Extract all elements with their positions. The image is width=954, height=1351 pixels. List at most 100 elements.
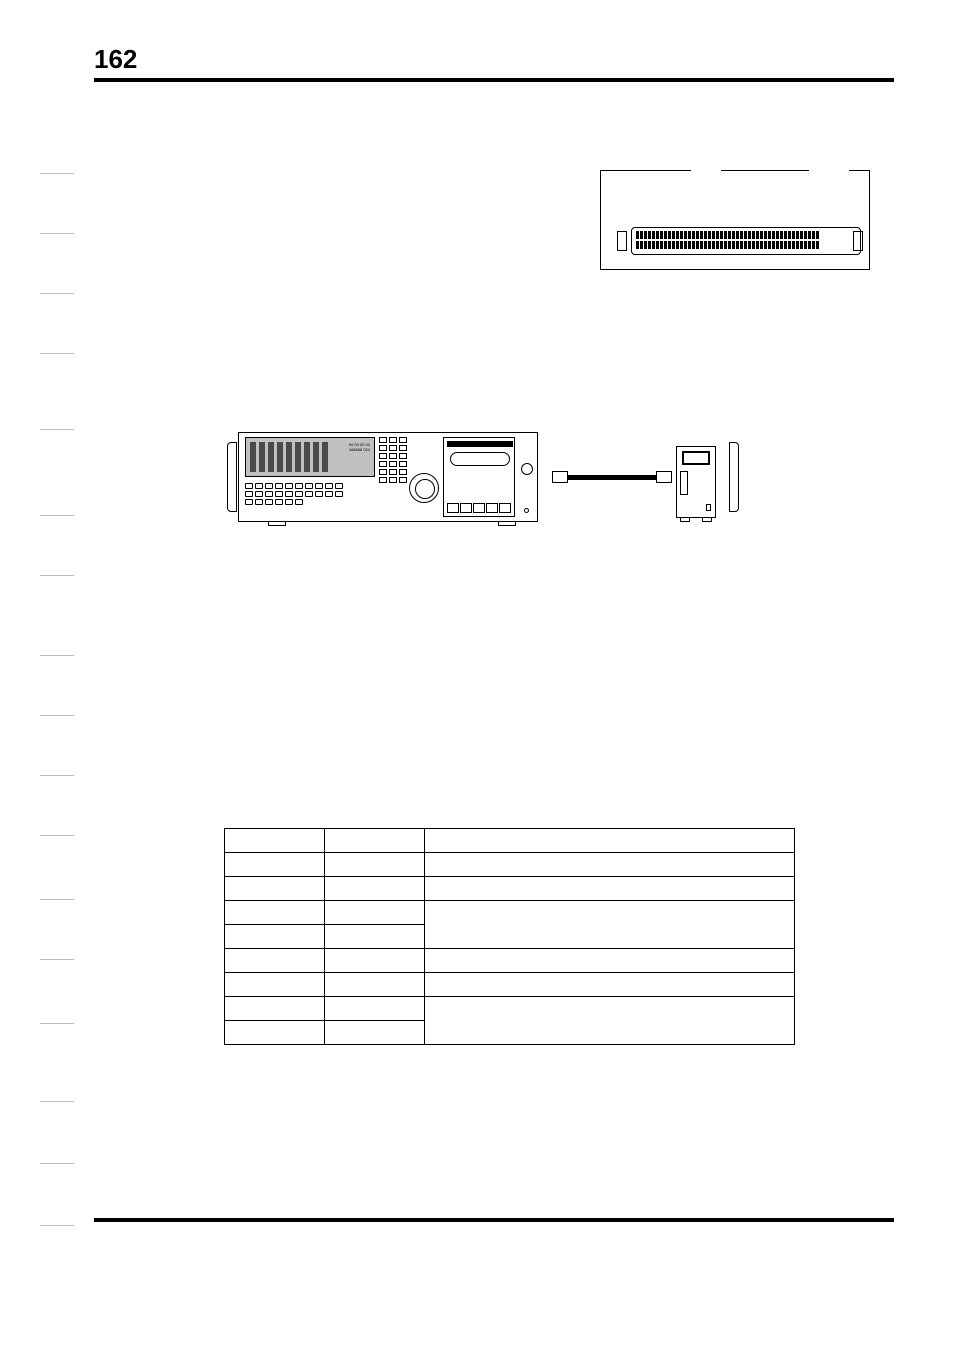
connector-pin [784,231,787,239]
meter-bar [313,442,319,472]
connector-pin [700,241,703,249]
connector-pin [740,231,743,239]
button-row [379,453,407,459]
connector-pin [652,231,655,239]
connector-pin [792,231,795,239]
table-cell-id [225,853,325,877]
table-cell-notes [425,949,795,973]
side-tab [40,174,74,234]
track-button [315,483,323,489]
connector-pin [696,241,699,249]
volume-knob-icon [521,463,533,475]
table-row [225,877,795,901]
connector-pin [652,241,655,249]
connector-pin [764,231,767,239]
cable-plug-icon [552,471,568,483]
connector-pin [636,231,639,239]
connector-pin [812,231,815,239]
power-led-icon [524,508,529,513]
scsi-connector-panel-figure [600,170,870,270]
track-button [335,491,343,497]
meter-bar [277,442,283,472]
track-button [325,483,333,489]
connector-pin [636,241,639,249]
connector-pin [804,241,807,249]
scsi-connector [631,227,861,255]
track-button [295,491,303,497]
readout-line: 168868 024 [349,447,370,452]
connector-pin [664,241,667,249]
connector-pin [808,231,811,239]
table-cell-id [225,877,325,901]
button-row [245,483,343,489]
track-button [265,499,273,505]
function-button [379,477,387,483]
transport-button [486,503,498,513]
track-button [325,491,333,497]
connector-screw-ear [617,231,627,251]
connector-pin [688,231,691,239]
connector-pin [640,231,643,239]
connector-pin [712,241,715,249]
table-row [225,949,795,973]
side-tab [40,294,74,354]
connector-pin [696,231,699,239]
meter-bar [250,442,256,472]
connector-pin [740,241,743,249]
track-button [285,499,293,505]
function-button-grid [379,437,407,483]
connector-pin [648,241,651,249]
connector-pin [800,241,803,249]
track-button [245,499,253,505]
side-tab [40,836,74,900]
side-tab [40,234,74,294]
connector-pin [644,231,647,239]
connector-pins [632,228,860,252]
connector-pin [736,231,739,239]
connector-pin [672,231,675,239]
side-tab [40,114,74,174]
connector-pin [816,241,819,249]
connector-pin [684,231,687,239]
connector-pin [788,241,791,249]
bottom-horizontal-rule [94,1218,894,1222]
table-header-cell [225,829,325,853]
track-button [275,491,283,497]
function-button [399,477,407,483]
connector-pin [776,231,779,239]
connector-pin [732,231,735,239]
side-tab [40,1164,74,1226]
rack-ear [729,442,739,512]
connector-pin [704,241,707,249]
function-button [389,437,397,443]
transport-button [499,503,511,513]
connector-pin [716,241,719,249]
connector-pin [756,241,759,249]
connector-pin [788,231,791,239]
panel-edge-break [691,170,721,172]
table-cell-priority [325,901,425,925]
table-cell-notes [425,853,795,877]
track-button [305,483,313,489]
connector-pin [752,241,755,249]
table-row [225,973,795,997]
track-button [335,483,343,489]
connector-pin [748,231,751,239]
connector-pin [700,231,703,239]
connector-pin [672,241,675,249]
side-tab [40,354,74,430]
connector-pin [712,231,715,239]
table-header-row [225,829,795,853]
connector-pin [748,241,751,249]
track-button [315,491,323,497]
function-button [379,445,387,451]
connector-pin [640,241,643,249]
table-cell-notes [425,997,795,1045]
side-tab [40,516,74,576]
track-button [255,499,263,505]
connector-pin [720,231,723,239]
connector-pin [776,241,779,249]
track-button [295,483,303,489]
table-cell-priority [325,973,425,997]
meter-bar [322,442,328,472]
